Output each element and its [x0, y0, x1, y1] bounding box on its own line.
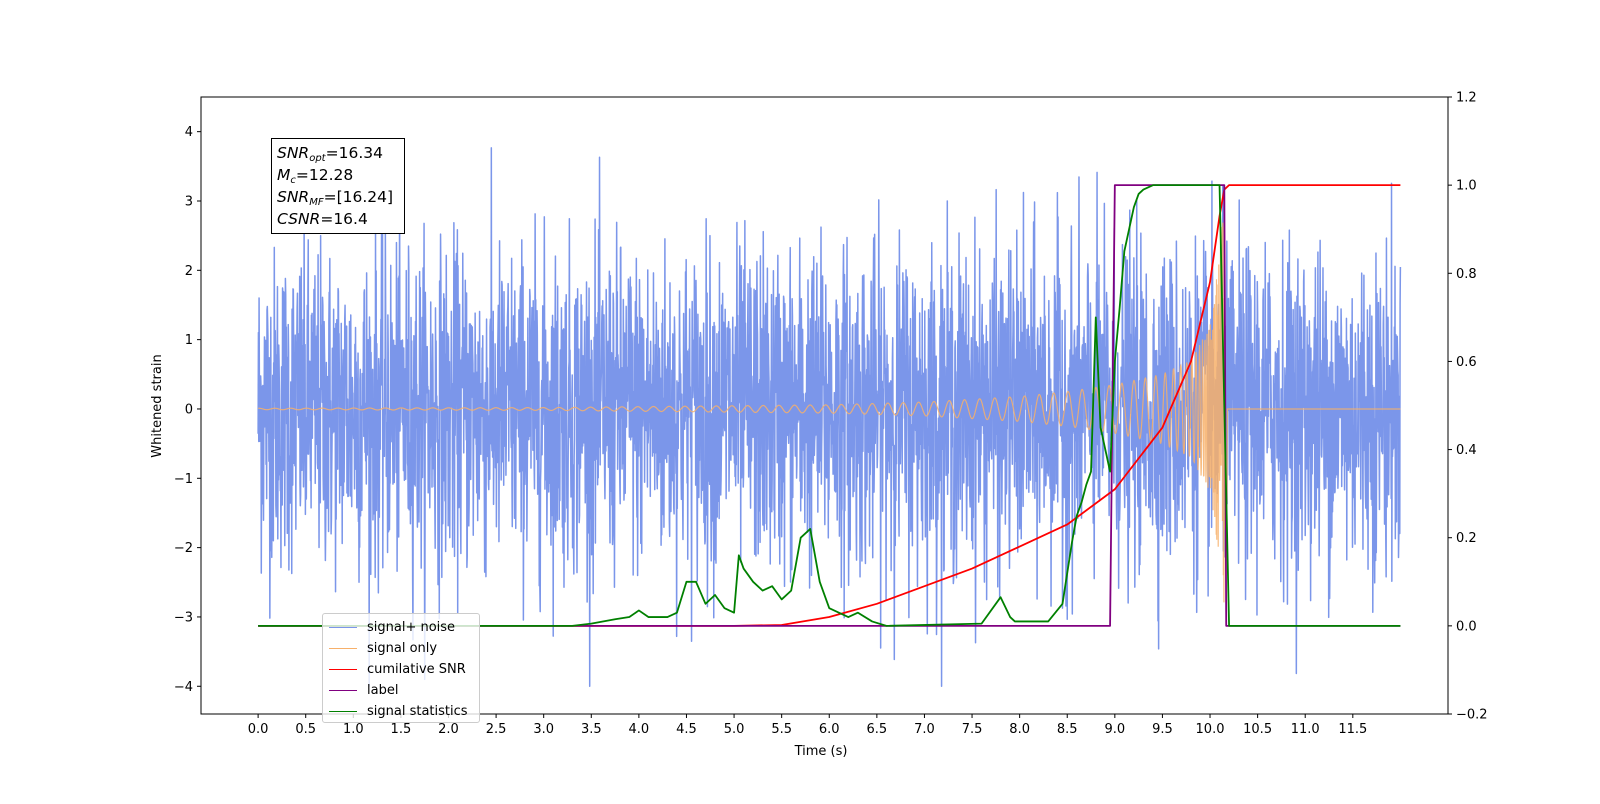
x-tick-label: 3.0 — [533, 722, 554, 737]
y-right-axis-ticks: −0.2 0.0 0.2 0.4 0.6 0.8 1.0 1.2 — [1448, 91, 1488, 723]
x-tick-label: 5.5 — [771, 722, 792, 737]
legend-label: signal+ noise — [367, 619, 456, 635]
x-tick-label: 6.0 — [819, 722, 840, 737]
x-tick-label: 10.5 — [1243, 722, 1272, 737]
y-right-tick-label: 1.0 — [1456, 179, 1477, 194]
legend-swatch — [329, 689, 357, 691]
x-tick-label: 1.5 — [391, 722, 412, 737]
x-axis-ticks: 0.0 0.5 1.0 1.5 2.0 2.5 3.0 3.5 4.0 4.5 5.0 5.5 6.0 6… — [248, 714, 1367, 737]
snr-opt-line: SNRopt=16.34 — [277, 144, 383, 164]
series-cumilative-snr-line — [258, 184, 1401, 627]
csnr-line: CSNR=16.4 — [277, 210, 368, 228]
x-tick-label: 0.0 — [248, 722, 269, 737]
snr-info-box: SNRopt=16.34 Mc=12.28 SNRMF=[16.24] CSNR… — [271, 138, 405, 234]
x-tick-label: 2.5 — [486, 722, 507, 737]
legend-label: signal statistics — [367, 703, 468, 719]
legend-label: cumilative SNR — [367, 661, 466, 677]
legend-label: label — [367, 682, 399, 698]
y-left-axis-ticks: −4 −3 −2 −1 0 1 2 3 4 — [174, 125, 201, 695]
x-tick-label: 11.5 — [1338, 722, 1367, 737]
y-left-tick-label: 1 — [185, 333, 193, 348]
legend-swatch — [329, 668, 357, 670]
x-tick-label: 5.0 — [724, 722, 745, 737]
legend-entry: signal+ noise — [329, 617, 455, 637]
y-left-tick-label: −3 — [174, 610, 193, 625]
y-left-tick-label: 2 — [185, 264, 193, 279]
y-right-tick-label: 1.2 — [1456, 91, 1477, 106]
signal-series-group — [258, 222, 1401, 603]
x-tick-label: 10.0 — [1196, 722, 1225, 737]
x-tick-label: 8.0 — [1009, 722, 1030, 737]
x-tick-label: 7.0 — [914, 722, 935, 737]
y-right-tick-label: 0.0 — [1456, 619, 1477, 634]
plot-frame — [200, 96, 1449, 715]
legend-swatch — [329, 626, 357, 628]
x-tick-label: 9.5 — [1152, 722, 1173, 737]
y-left-tick-label: 3 — [185, 194, 193, 209]
x-tick-label: 0.5 — [295, 722, 316, 737]
y-right-tick-label: −0.2 — [1456, 708, 1488, 723]
legend: signal+ noise signal only cumilative SNR la… — [322, 613, 480, 723]
legend-swatch — [329, 647, 357, 649]
y-left-tick-label: −2 — [174, 541, 193, 556]
snr-mf-line: SNRMF=[16.24] — [277, 188, 394, 208]
x-tick-label: 3.5 — [581, 722, 602, 737]
series-signal-statistics-line — [258, 184, 1401, 627]
legend-swatch — [329, 710, 357, 712]
y-axis-label: Whitened strain — [150, 354, 165, 457]
legend-entry: signal only — [329, 638, 437, 658]
x-tick-label: 2.0 — [438, 722, 459, 737]
x-tick-label: 8.5 — [1057, 722, 1078, 737]
x-axis-label: Time (s) — [794, 744, 848, 759]
legend-entry: label — [329, 680, 398, 700]
x-tick-label: 4.5 — [676, 722, 697, 737]
y-right-tick-label: 0.6 — [1456, 355, 1477, 370]
y-right-tick-label: 0.8 — [1456, 267, 1477, 282]
legend-label: signal only — [367, 640, 438, 656]
x-tick-label: 4.0 — [629, 722, 650, 737]
y-left-tick-label: −4 — [174, 680, 193, 695]
legend-entry: cumilative SNR — [329, 659, 466, 679]
legend-entry: signal statistics — [329, 701, 468, 721]
x-tick-label: 1.0 — [343, 722, 364, 737]
y-left-tick-label: 0 — [185, 402, 193, 417]
y-right-tick-label: 0.2 — [1456, 531, 1477, 546]
y-left-tick-label: 4 — [185, 125, 193, 140]
x-tick-label: 6.5 — [867, 722, 888, 737]
y-right-tick-label: 0.4 — [1456, 443, 1477, 458]
x-tick-label: 9.0 — [1104, 722, 1125, 737]
x-tick-label: 7.5 — [962, 722, 983, 737]
series-signal-only-line — [258, 222, 1401, 603]
mc-line: Mc=12.28 — [277, 166, 354, 186]
right-axis-series-group — [258, 184, 1401, 627]
x-tick-label: 11.0 — [1291, 722, 1320, 737]
y-left-tick-label: −1 — [174, 472, 193, 487]
